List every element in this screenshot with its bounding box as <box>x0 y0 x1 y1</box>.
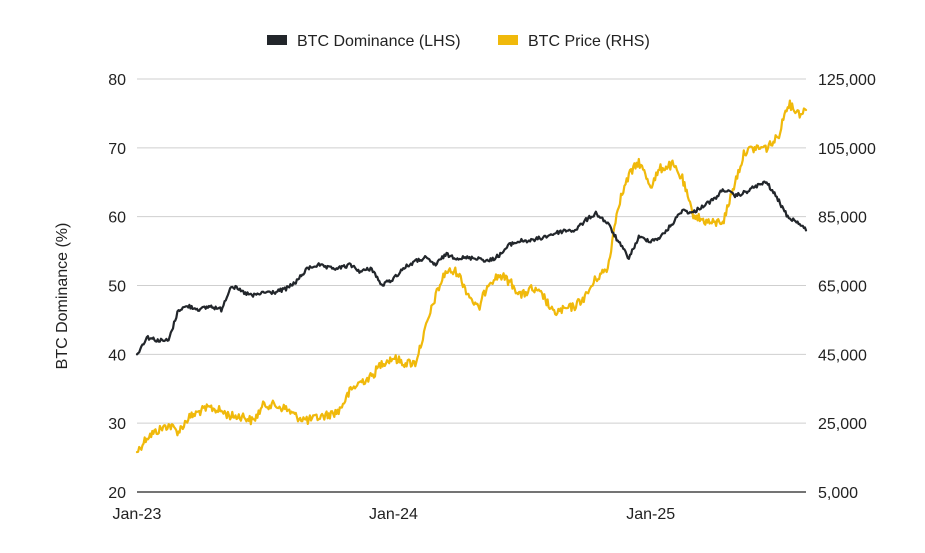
x-tick-label: Jan-25 <box>626 506 675 523</box>
y-right-tick-label: 25,000 <box>818 416 867 433</box>
y-left-tick-label: 70 <box>108 141 126 158</box>
series-layer <box>135 99 808 454</box>
y-left-tick-label: 40 <box>108 347 126 364</box>
grid-layer <box>137 78 806 424</box>
y-left-tick-label: 20 <box>108 485 126 502</box>
legend-label-price: BTC Price (RHS) <box>528 33 650 50</box>
y-left-tick-label: 60 <box>108 210 126 227</box>
series-line-price <box>135 99 808 454</box>
y-right-tick-label: 125,000 <box>818 72 876 89</box>
axis-layer: 20 30 40 50 60 70 80 5,000 25,000 45,000 65,000 85,… <box>108 72 876 523</box>
x-tick-label: Jan-24 <box>369 506 418 523</box>
y-right-tick-label: 85,000 <box>818 210 867 227</box>
series-line-dominance <box>135 180 808 356</box>
legend-item-dominance: BTC Dominance (LHS) <box>267 33 461 50</box>
legend-item-price: BTC Price (RHS) <box>498 33 650 50</box>
y-right-tick-label: 5,000 <box>818 485 858 502</box>
legend-label-dominance: BTC Dominance (LHS) <box>297 33 461 50</box>
x-tick-label: Jan-23 <box>113 506 162 523</box>
legend-swatch-dominance <box>267 35 287 45</box>
y-right-tick-label: 105,000 <box>818 141 876 158</box>
y-right-tick-label: 65,000 <box>818 279 867 296</box>
y-left-tick-label: 80 <box>108 72 126 89</box>
legend: BTC Dominance (LHS) BTC Price (RHS) <box>267 33 650 50</box>
y-axis-title: BTC Dominance (%) <box>54 223 71 370</box>
legend-swatch-price <box>498 35 518 45</box>
y-left-tick-label: 50 <box>108 279 126 296</box>
y-right-tick-label: 45,000 <box>818 347 867 364</box>
y-left-tick-label: 30 <box>108 416 126 433</box>
